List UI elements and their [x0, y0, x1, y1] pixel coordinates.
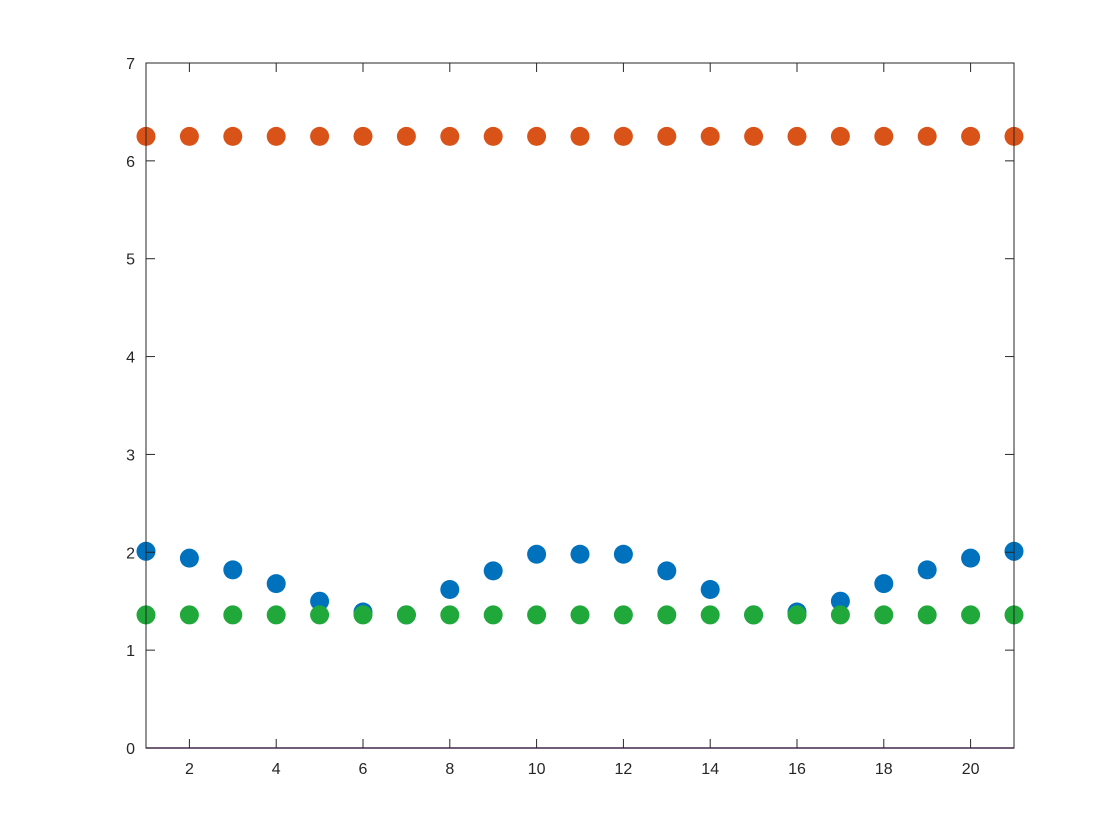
data-point [874, 126, 894, 146]
data-point [483, 605, 503, 625]
x-tick-label: 18 [875, 761, 893, 778]
data-point [266, 574, 286, 594]
data-point [961, 126, 981, 146]
x-tick-label: 6 [359, 761, 368, 778]
data-point [527, 544, 547, 564]
data-point [917, 605, 937, 625]
data-point [830, 605, 850, 625]
data-point [396, 605, 416, 625]
data-point [657, 561, 677, 581]
x-tick-label: 12 [615, 761, 633, 778]
data-point [266, 605, 286, 625]
data-point [353, 126, 373, 146]
y-tick-label: 0 [126, 741, 135, 758]
series-3 [136, 605, 1024, 625]
y-tick-label: 1 [126, 643, 135, 660]
data-point [830, 591, 850, 611]
x-tick-label: 4 [272, 761, 281, 778]
data-point [223, 605, 243, 625]
x-tick-label: 8 [445, 761, 454, 778]
data-point [310, 591, 330, 611]
data-point [787, 126, 807, 146]
x-tick-label: 14 [701, 761, 719, 778]
data-point [223, 126, 243, 146]
data-point [613, 126, 633, 146]
data-point [744, 605, 764, 625]
y-tick-label: 4 [126, 350, 135, 367]
data-point [353, 605, 373, 625]
data-point [787, 605, 807, 625]
data-point [657, 605, 677, 625]
data-point [570, 544, 590, 564]
data-point [613, 605, 633, 625]
data-point [613, 544, 633, 564]
data-point [700, 126, 720, 146]
y-tick-label: 3 [126, 447, 135, 464]
data-point [527, 126, 547, 146]
data-point [483, 126, 503, 146]
data-point [179, 548, 199, 568]
x-tick-label: 16 [788, 761, 806, 778]
data-point [700, 579, 720, 599]
data-point [917, 126, 937, 146]
data-point [961, 605, 981, 625]
y-tick-label: 6 [126, 154, 135, 171]
data-point [440, 126, 460, 146]
data-point [874, 605, 894, 625]
x-tick-label: 10 [528, 761, 546, 778]
data-point [570, 605, 590, 625]
data-point [310, 605, 330, 625]
data-point [961, 548, 981, 568]
data-point [483, 561, 503, 581]
data-point [874, 574, 894, 594]
points-layer [136, 126, 1024, 625]
data-point [700, 605, 720, 625]
data-point [657, 126, 677, 146]
data-point [440, 579, 460, 599]
data-point [917, 560, 937, 580]
data-point [396, 126, 416, 146]
x-tick-label: 2 [185, 761, 194, 778]
x-tick-label: 20 [962, 761, 980, 778]
data-point [570, 126, 590, 146]
data-point [744, 126, 764, 146]
data-point [830, 126, 850, 146]
y-tick-label: 2 [126, 545, 135, 562]
data-point [527, 605, 547, 625]
data-point [440, 605, 460, 625]
y-tick-label: 7 [126, 56, 135, 73]
plot-frame [145, 62, 1015, 749]
data-point [266, 126, 286, 146]
data-point [179, 605, 199, 625]
y-tick-label: 5 [126, 252, 135, 269]
data-point [179, 126, 199, 146]
data-point [223, 560, 243, 580]
data-point [310, 126, 330, 146]
series-2 [136, 126, 1024, 146]
